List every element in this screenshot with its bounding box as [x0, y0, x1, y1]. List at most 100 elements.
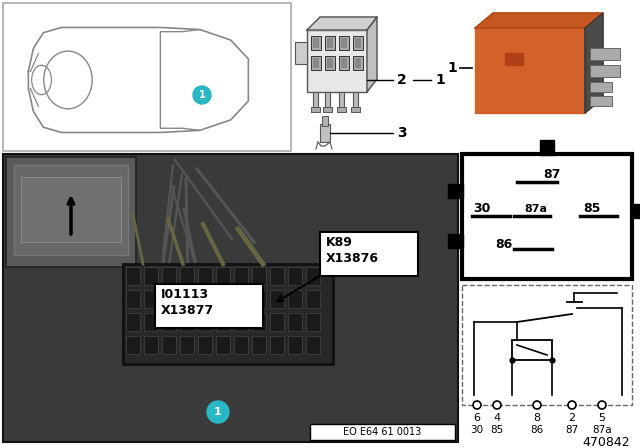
Text: 87: 87 — [565, 425, 579, 435]
Bar — [313, 38, 319, 48]
Text: EO E64 61 0013: EO E64 61 0013 — [343, 427, 421, 437]
Text: 87a: 87a — [592, 425, 612, 435]
Bar — [353, 56, 363, 70]
Bar — [252, 290, 266, 308]
Bar — [311, 36, 321, 50]
Bar — [351, 107, 360, 112]
Bar — [327, 38, 333, 48]
Text: 85: 85 — [490, 425, 504, 435]
Polygon shape — [307, 17, 377, 30]
Text: 86: 86 — [531, 425, 543, 435]
Polygon shape — [585, 13, 603, 113]
Bar — [126, 313, 140, 331]
Bar — [234, 336, 248, 354]
Bar — [216, 267, 230, 285]
Text: 3: 3 — [397, 126, 406, 140]
Bar — [448, 184, 463, 198]
Bar — [288, 313, 302, 331]
Bar — [306, 290, 320, 308]
Polygon shape — [475, 13, 603, 28]
Bar — [313, 58, 319, 68]
Text: 470842: 470842 — [582, 435, 630, 448]
Text: 30: 30 — [470, 425, 484, 435]
Bar — [234, 267, 248, 285]
Bar — [180, 290, 194, 308]
Text: 1: 1 — [435, 73, 445, 87]
Text: 1: 1 — [214, 407, 222, 417]
Bar — [288, 290, 302, 308]
Bar — [216, 290, 230, 308]
Bar — [295, 42, 307, 64]
Bar — [144, 290, 158, 308]
Bar — [216, 313, 230, 331]
Bar — [144, 313, 158, 331]
Bar — [353, 92, 358, 110]
Bar — [126, 336, 140, 354]
Bar — [325, 92, 330, 110]
Bar — [341, 58, 347, 68]
Bar — [448, 234, 463, 248]
Text: 1: 1 — [447, 61, 457, 75]
Bar — [475, 28, 585, 113]
Bar — [307, 30, 367, 92]
Bar — [270, 290, 284, 308]
Bar — [180, 336, 194, 354]
Bar — [353, 36, 363, 50]
Bar — [162, 267, 176, 285]
Bar — [21, 177, 121, 242]
Bar — [590, 96, 612, 106]
Bar — [590, 65, 620, 77]
Bar — [288, 336, 302, 354]
Bar — [14, 165, 128, 255]
Text: 85: 85 — [583, 202, 601, 215]
Bar — [198, 267, 212, 285]
Bar — [198, 290, 212, 308]
Bar — [455, 3, 637, 151]
Circle shape — [207, 401, 229, 423]
Circle shape — [493, 401, 501, 409]
Bar — [337, 107, 346, 112]
Text: 87a: 87a — [524, 204, 547, 214]
Bar — [126, 267, 140, 285]
Bar — [252, 267, 266, 285]
Bar — [162, 336, 176, 354]
Text: X13877: X13877 — [161, 304, 214, 317]
Bar — [3, 3, 291, 151]
Text: 2: 2 — [568, 413, 575, 423]
Text: I01113: I01113 — [161, 288, 209, 301]
Bar — [325, 36, 335, 50]
Bar — [180, 313, 194, 331]
Bar — [325, 56, 335, 70]
Bar — [180, 267, 194, 285]
Bar — [162, 313, 176, 331]
Bar — [252, 336, 266, 354]
Text: 5: 5 — [598, 413, 605, 423]
Bar — [123, 264, 333, 364]
Bar — [590, 82, 612, 92]
Bar — [320, 124, 330, 142]
Text: 86: 86 — [495, 237, 513, 250]
Bar — [198, 336, 212, 354]
Bar — [355, 58, 361, 68]
Bar — [632, 204, 640, 218]
Bar — [462, 285, 632, 405]
Bar — [327, 58, 333, 68]
Bar — [252, 313, 266, 331]
Bar — [313, 92, 318, 110]
Bar — [216, 336, 230, 354]
Bar — [322, 116, 328, 126]
Bar — [234, 290, 248, 308]
Circle shape — [568, 401, 576, 409]
Bar — [339, 56, 349, 70]
Bar — [144, 336, 158, 354]
Bar — [306, 313, 320, 331]
Bar — [505, 53, 523, 65]
Circle shape — [533, 401, 541, 409]
Text: 4: 4 — [493, 413, 500, 423]
Bar — [306, 267, 320, 285]
Bar — [6, 157, 136, 267]
Bar — [323, 107, 332, 112]
Bar — [155, 284, 263, 328]
Text: 30: 30 — [474, 202, 491, 215]
Bar — [306, 336, 320, 354]
